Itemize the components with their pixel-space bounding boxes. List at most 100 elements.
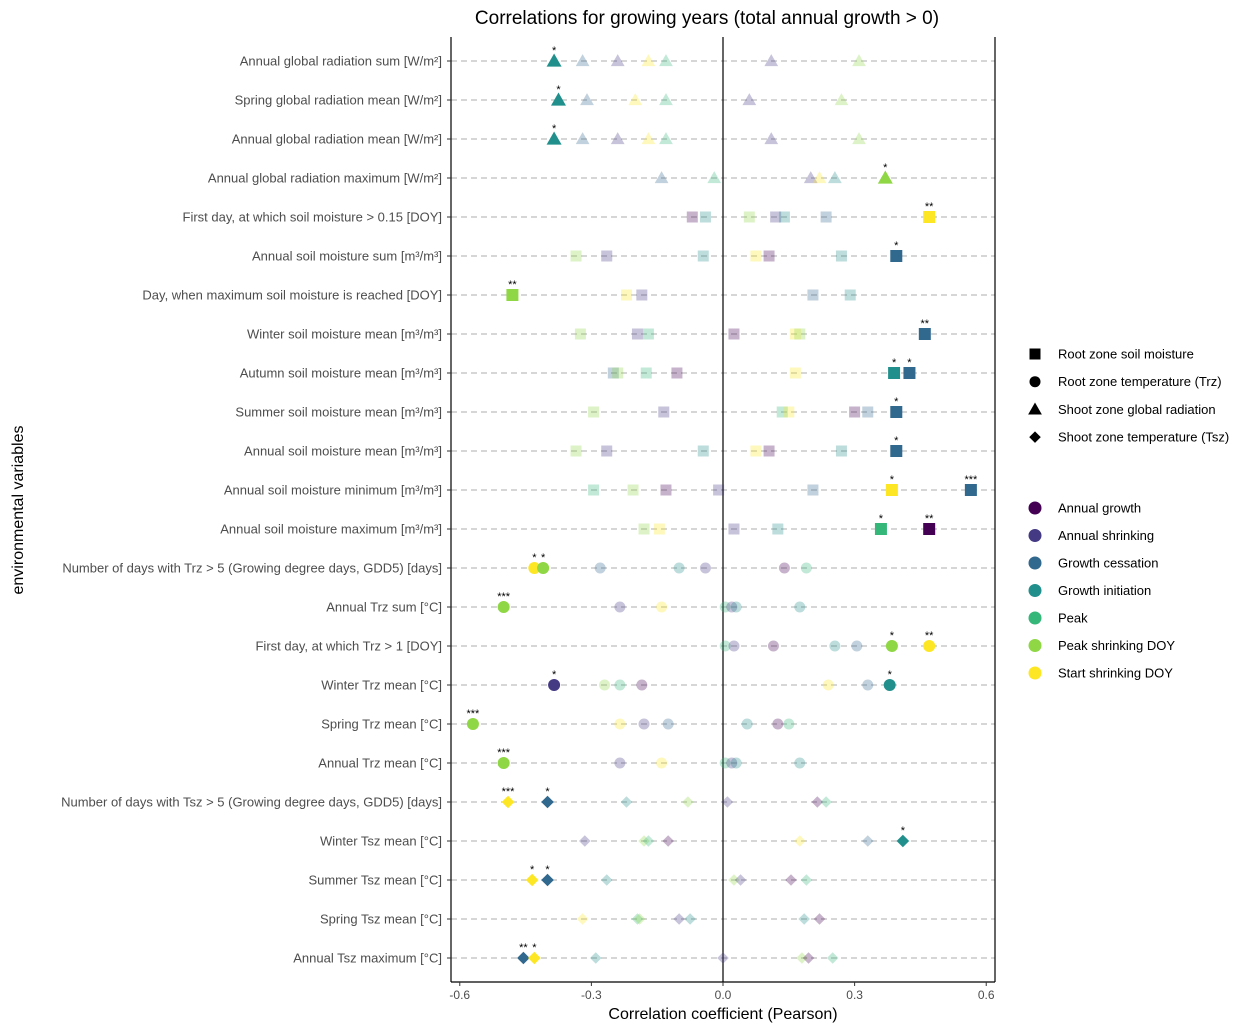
data-point-circle: [794, 757, 806, 769]
data-point-diamond: [620, 796, 633, 808]
significance-labels: ************ **** **** *** ***** *** *********…: [467, 45, 978, 954]
data-points: [466, 53, 977, 965]
legend-color-swatch: [1028, 611, 1042, 625]
data-point-circle: [614, 679, 626, 691]
data-point-circle: [719, 601, 731, 613]
significance-label: *: [894, 396, 899, 408]
data-point-triangle: [610, 132, 625, 145]
x-tick-label: 0.6: [978, 988, 995, 1002]
data-point-circle: [851, 640, 863, 652]
data-point-circle: [885, 640, 898, 652]
data-point-circle: [772, 718, 784, 730]
data-point-square: [620, 289, 632, 301]
significance-label: *: [879, 513, 884, 525]
legend-label: Annual growth: [1058, 501, 1141, 516]
y-tick-label: Number of days with Tsz > 5 (Growing deg…: [61, 795, 442, 810]
significance-label: *: [907, 357, 912, 369]
data-point-diamond: [682, 796, 694, 808]
significance-label: *: [545, 864, 550, 876]
data-point-diamond: [820, 796, 832, 808]
data-point-circle: [730, 601, 742, 613]
significance-label: *: [890, 630, 895, 642]
data-point-diamond: [517, 951, 530, 965]
data-point-square: [607, 367, 619, 379]
data-point-triangle: [659, 132, 673, 145]
legend-label: Root zone soil moisture: [1058, 347, 1194, 362]
data-point-circle: [794, 601, 806, 613]
data-point-square: [923, 523, 936, 535]
data-point-diamond: [800, 874, 813, 886]
data-point-square: [570, 250, 582, 262]
legend-label: Growth initiation: [1058, 583, 1151, 598]
data-point-square: [570, 445, 582, 457]
data-point-diamond: [673, 913, 685, 925]
data-point-square: [658, 406, 670, 418]
data-point-circle: [728, 640, 740, 652]
data-point-triangle: [827, 171, 842, 184]
legend-label: Start shrinking DOY: [1058, 666, 1173, 681]
data-point-diamond: [721, 796, 734, 808]
data-point-square: [601, 445, 613, 457]
data-point-square: [835, 445, 847, 457]
data-point-square: [964, 484, 977, 496]
data-point-square: [743, 211, 755, 223]
y-tick-label: Annual soil moisture sum [m³/m³]: [252, 249, 442, 264]
x-axis-title: Correlation coefficient (Pearson): [608, 1006, 837, 1023]
data-point-circle: [466, 718, 479, 730]
data-point-square: [807, 484, 819, 496]
significance-label: *: [545, 786, 550, 798]
data-point-circle: [497, 757, 510, 769]
data-point-circle: [767, 640, 779, 652]
data-point-circle: [862, 679, 874, 691]
y-tick-label: Number of days with Trz > 5 (Growing deg…: [62, 561, 442, 576]
data-point-diamond: [802, 952, 815, 964]
data-point-triangle: [852, 132, 866, 145]
y-tick-label: Annual soil moisture maximum [m³/m³]: [220, 522, 442, 537]
y-tick-label: Annual global radiation mean [W/m²]: [232, 132, 442, 147]
data-point-square: [789, 328, 801, 340]
significance-label: **: [925, 513, 934, 525]
data-point-circle: [599, 679, 611, 691]
data-point-triangle: [834, 93, 849, 106]
chart-title: Correlations for growing years (total an…: [475, 8, 939, 29]
legend-square-icon: [1029, 348, 1041, 360]
significance-label: **: [921, 318, 930, 330]
data-point-square: [835, 250, 847, 262]
data-point-diamond: [896, 834, 910, 848]
data-point-square: [640, 367, 652, 379]
significance-label: ***: [467, 708, 481, 720]
legend-label: Shoot zone temperature (Tsz): [1058, 430, 1229, 445]
data-point-triangle: [641, 132, 656, 145]
legend-label: Root zone temperature (Trz): [1058, 374, 1222, 389]
data-point-circle: [822, 679, 834, 691]
data-point-square: [642, 328, 654, 340]
data-point-diamond: [798, 913, 810, 925]
legend-triangle-icon: [1028, 402, 1042, 415]
data-point-diamond: [813, 913, 826, 925]
x-tick-label: 0.0: [715, 988, 732, 1002]
data-point-square: [750, 250, 762, 262]
data-point-circle: [719, 757, 731, 769]
data-point-circle: [800, 562, 812, 574]
significance-label: *: [530, 864, 535, 876]
data-point-square: [588, 406, 600, 418]
y-tick-label: Annual soil moisture minimum [m³/m³]: [224, 483, 442, 498]
significance-label: *: [892, 357, 897, 369]
data-point-square: [789, 367, 801, 379]
data-point-circle: [726, 757, 738, 769]
x-tick-label: -0.6: [449, 988, 470, 1002]
data-point-diamond: [642, 835, 655, 847]
data-point-circle: [883, 679, 896, 691]
significance-label: *: [552, 45, 557, 57]
data-point-square: [601, 250, 613, 262]
y-tick-label: Spring global radiation mean [W/m²]: [235, 93, 442, 108]
y-tick-label: Annual soil moisture mean [m³/m³]: [244, 444, 442, 459]
data-point-triangle: [546, 53, 562, 67]
data-point-circle: [528, 562, 541, 574]
significance-label: *: [532, 942, 537, 954]
legend-label: Peak shrinking DOY: [1058, 638, 1175, 653]
data-point-triangle: [546, 131, 562, 145]
data-point-diamond: [728, 874, 740, 886]
y-tick-label: Spring Tsz mean [°C]: [320, 912, 442, 927]
data-point-circle: [614, 601, 626, 613]
